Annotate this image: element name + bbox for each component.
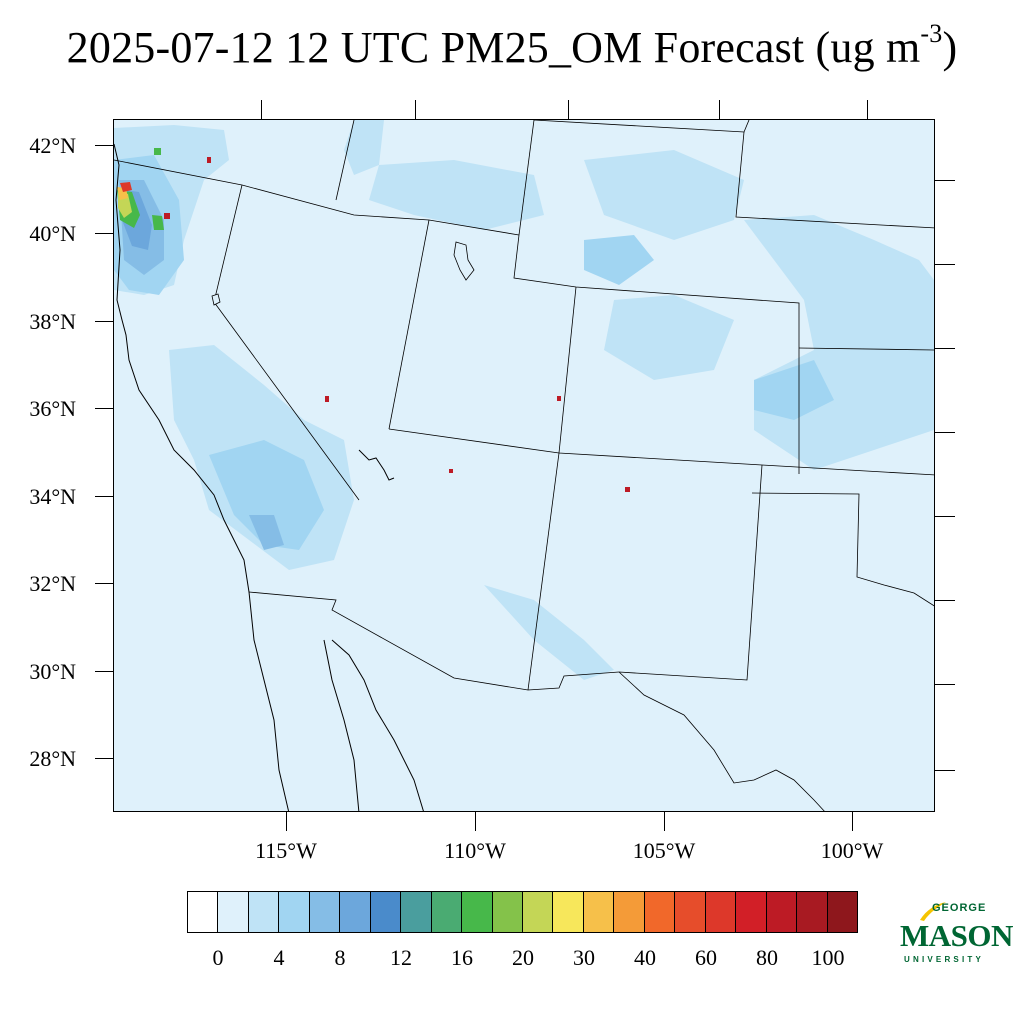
great-salt-lake xyxy=(453,241,475,281)
logo-line-george: GEORGE xyxy=(932,902,987,914)
colorbar-swatch xyxy=(188,892,219,932)
colorbar xyxy=(187,891,858,933)
lon-tick xyxy=(664,812,665,831)
lat-tick-right xyxy=(935,348,955,349)
lon-label-100w: 100°W xyxy=(820,838,884,863)
colorbar-swatch xyxy=(583,892,615,932)
lat-tick xyxy=(95,671,113,672)
lat-tick xyxy=(95,145,113,146)
colorbar-label: 4 xyxy=(273,945,285,970)
colorbar-swatch xyxy=(705,892,737,932)
logo-line-university: UNIVERSITY xyxy=(904,955,985,964)
lat-label-42n: 42°N xyxy=(29,133,76,158)
lat-label-36n: 36°N xyxy=(29,396,76,421)
colorbar-label: 100 xyxy=(811,945,845,970)
george-mason-logo: GEORGE MASON UNIVERSITY xyxy=(898,902,1013,972)
colorbar-swatch xyxy=(462,892,493,932)
lon-tick-top xyxy=(261,100,262,119)
lon-label-110w: 110°W xyxy=(444,838,506,863)
lon-tick-top xyxy=(719,100,720,119)
colorbar-swatch xyxy=(797,892,828,932)
colorbar-label: 0 xyxy=(212,945,224,970)
colorbar-label: 8 xyxy=(334,945,346,970)
lat-label-40n: 40°N xyxy=(29,221,76,246)
map-panel xyxy=(113,119,935,812)
colorbar-label: 16 xyxy=(451,945,473,970)
lat-label-30n: 30°N xyxy=(29,659,76,684)
colorbar-swatch xyxy=(431,892,463,932)
colorbar-swatch xyxy=(827,892,857,932)
lat-tick xyxy=(95,758,113,759)
colorbar-swatch xyxy=(309,892,341,932)
colorbar-label: 60 xyxy=(695,945,717,970)
lat-tick xyxy=(95,321,113,322)
lon-tick xyxy=(852,812,853,831)
lon-tick-top xyxy=(415,100,416,119)
lat-tick-right xyxy=(935,264,955,265)
lat-tick-right xyxy=(935,180,955,181)
lon-tick-top xyxy=(568,100,569,119)
colorbar-swatch xyxy=(492,892,523,932)
lat-tick xyxy=(95,583,113,584)
lat-label-34n: 34°N xyxy=(29,484,76,509)
colorbar-label: 40 xyxy=(634,945,656,970)
colorbar-swatch xyxy=(766,892,798,932)
lat-tick-right xyxy=(935,684,955,685)
colorbar-label: 80 xyxy=(756,945,778,970)
logo-swoosh-icon xyxy=(920,902,946,921)
lon-tick xyxy=(286,812,287,831)
logo-line-mason: MASON xyxy=(900,918,1013,953)
lat-tick xyxy=(95,496,113,497)
lat-tick-right xyxy=(935,770,955,771)
colorbar-swatch xyxy=(370,892,402,932)
lat-tick-right xyxy=(935,516,955,517)
colorbar-swatch xyxy=(340,892,371,932)
colorbar-swatch xyxy=(553,892,584,932)
colorbar-swatch xyxy=(218,892,249,932)
lon-tick xyxy=(475,812,476,831)
colorbar-swatch xyxy=(522,892,554,932)
colorbar-label: 12 xyxy=(390,945,412,970)
lat-label-32n: 32°N xyxy=(29,571,76,596)
colorbar-swatch xyxy=(736,892,767,932)
concentration-shading xyxy=(114,120,934,680)
colorbar-swatch xyxy=(675,892,706,932)
lat-tick xyxy=(95,408,113,409)
map-title: 2025-07-12 12 UTC PM25_OM Forecast (ug m… xyxy=(66,19,958,73)
lon-tick-top xyxy=(867,100,868,119)
lat-tick xyxy=(95,233,113,234)
colorbar-swatch xyxy=(644,892,676,932)
forecast-map xyxy=(114,120,934,811)
colorbar-label: 30 xyxy=(573,945,595,970)
lat-label-38n: 38°N xyxy=(29,309,76,334)
lake-tahoe xyxy=(211,293,221,306)
country-boundary xyxy=(248,591,825,811)
colorbar-swatch xyxy=(401,892,432,932)
lat-label-28n: 28°N xyxy=(29,746,76,771)
lat-tick-right xyxy=(935,600,955,601)
colorbar-swatch xyxy=(614,892,645,932)
colorbar-swatch xyxy=(248,892,280,932)
lon-label-115w: 115°W xyxy=(255,838,317,863)
colorbar-label: 20 xyxy=(512,945,534,970)
lat-tick-right xyxy=(935,432,955,433)
state-boundaries xyxy=(114,120,934,691)
coastline xyxy=(114,143,424,811)
colorbar-swatch xyxy=(279,892,310,932)
lon-label-105w: 105°W xyxy=(632,838,696,863)
